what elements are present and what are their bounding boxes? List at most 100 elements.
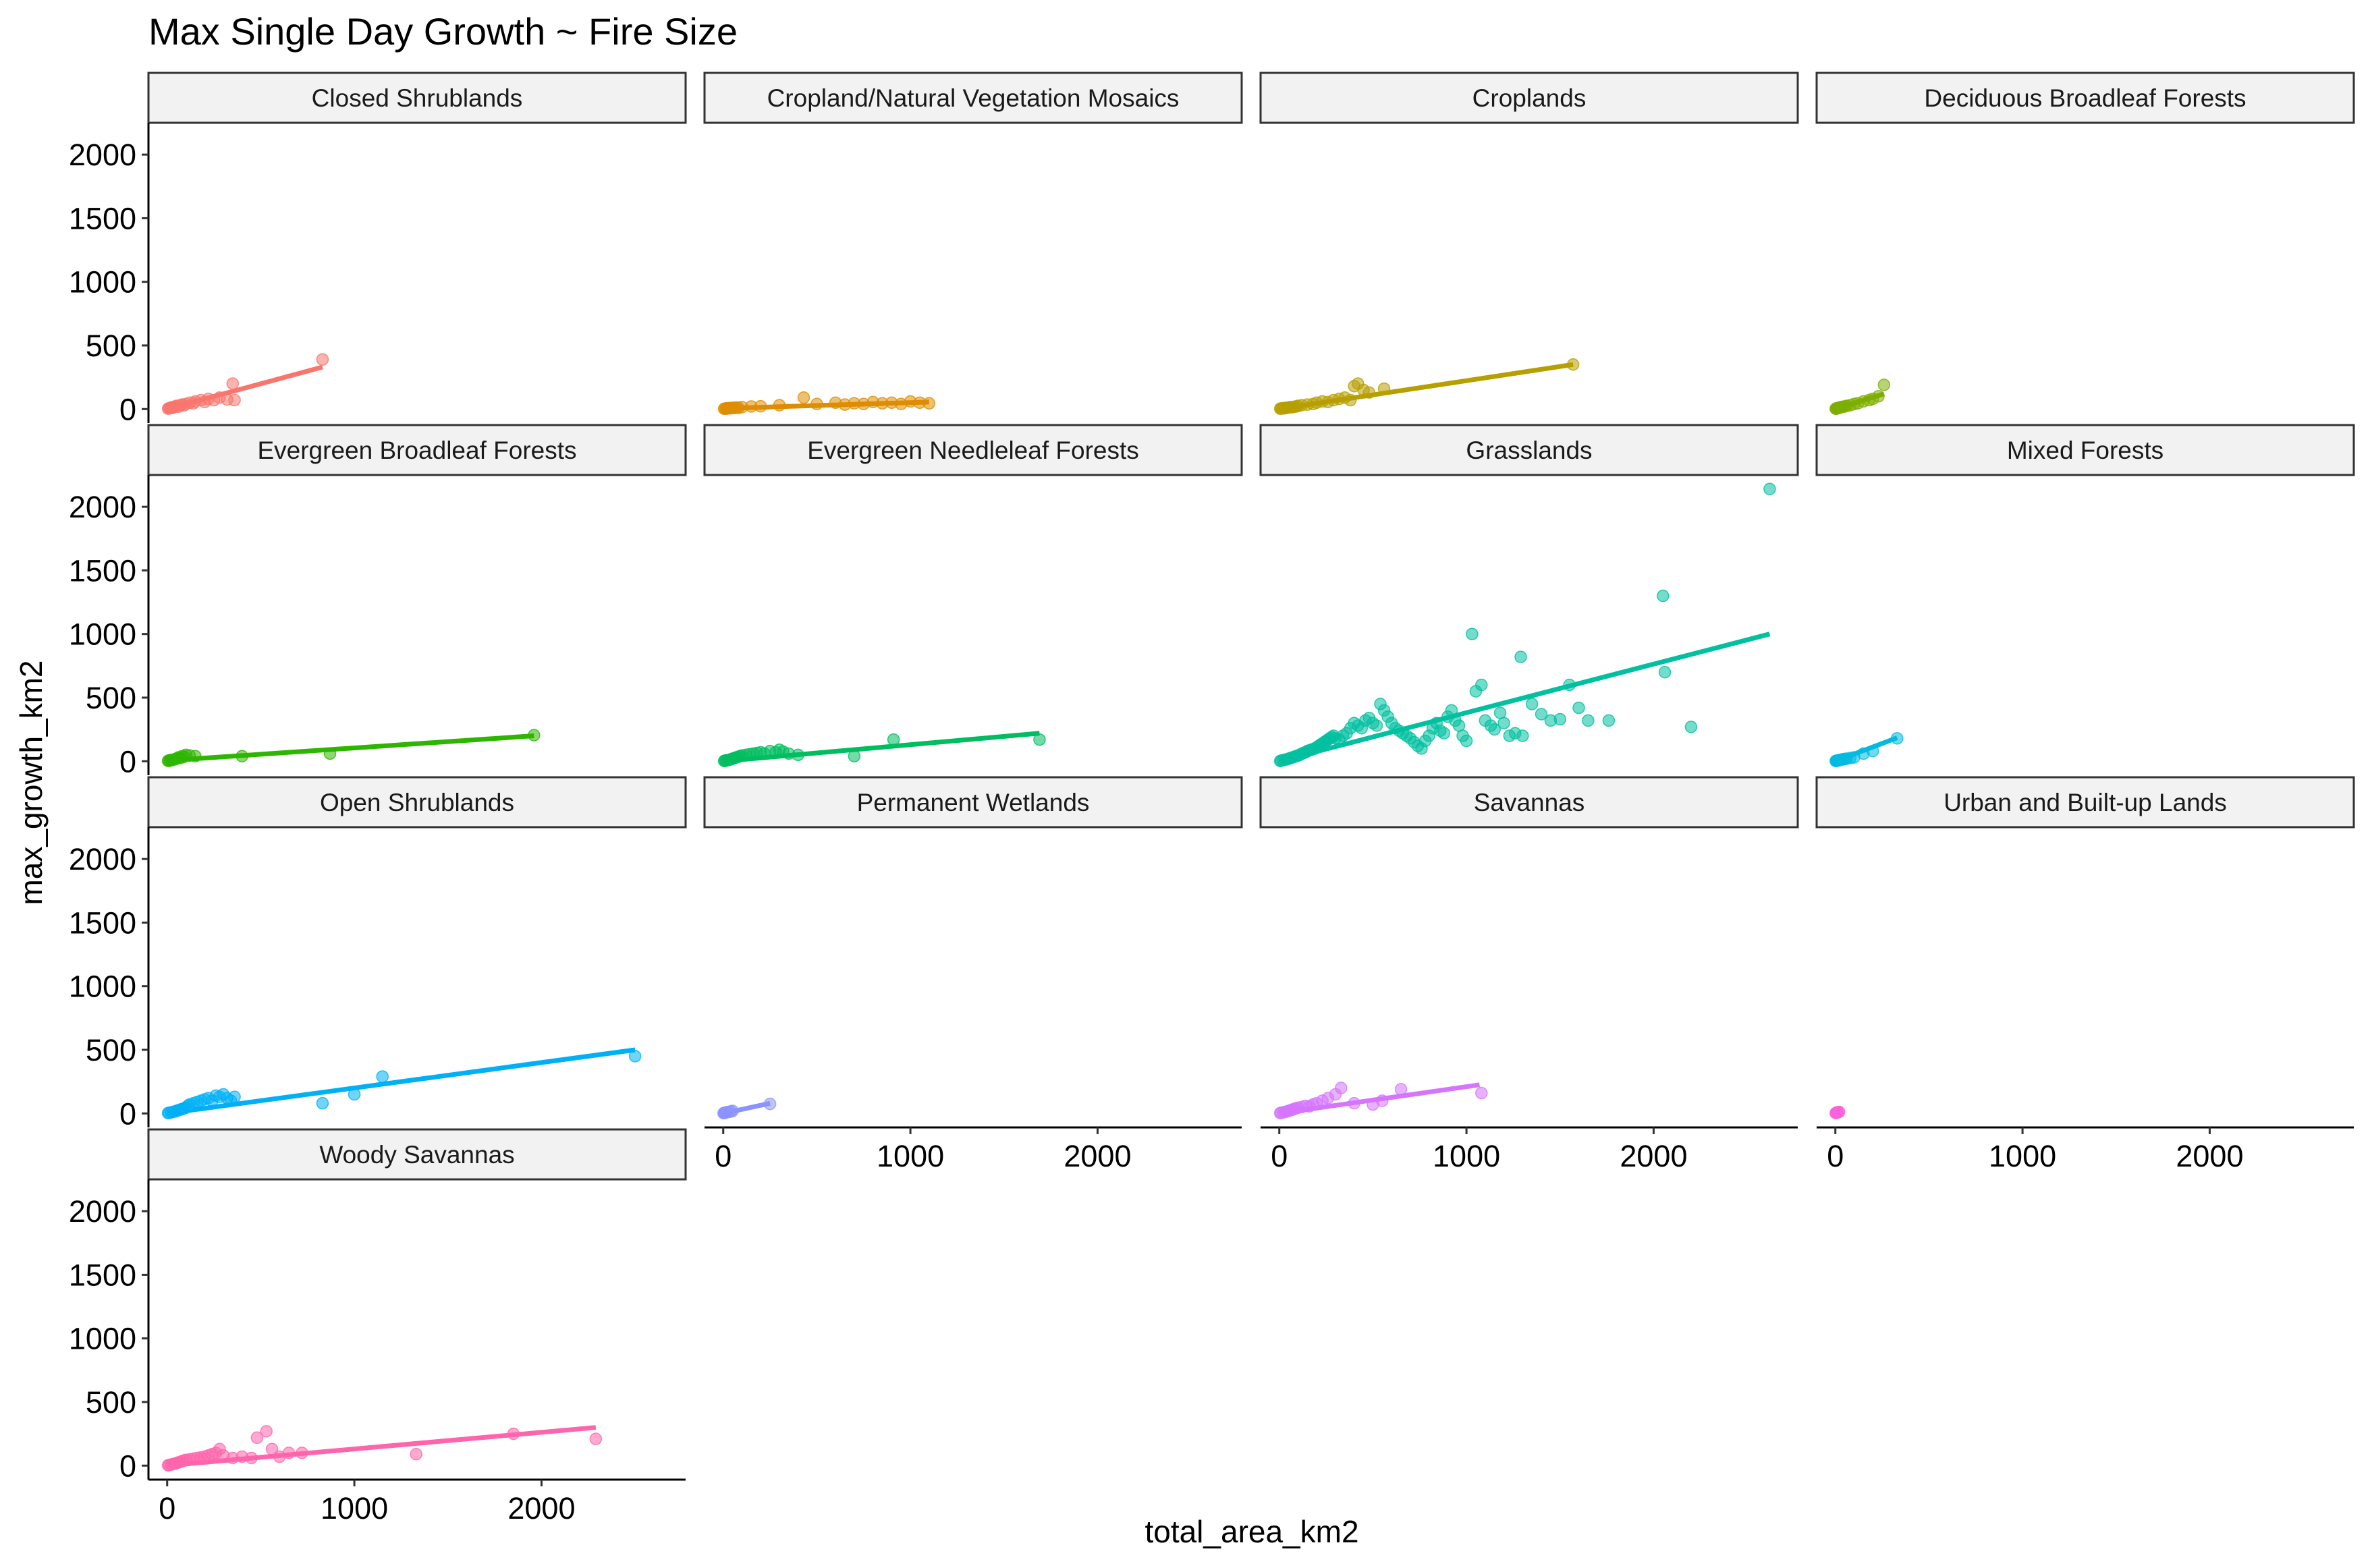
x-tick-label: 2000 xyxy=(1620,1139,1687,1173)
facet-panels: Closed Shrublands 0 500 1000 1500 2000 Croplan… xyxy=(69,72,2355,1525)
facet-panel: Mixed Forests xyxy=(1815,424,2355,768)
data-point xyxy=(316,353,329,366)
facet-strip-label: Mixed Forests xyxy=(2007,437,2164,464)
data-point xyxy=(1475,678,1488,692)
trend-line xyxy=(1835,1109,1840,1115)
x-tick-label: 0 xyxy=(1827,1139,1844,1173)
data-point xyxy=(1602,714,1616,727)
y-tick-label: 2000 xyxy=(69,842,136,876)
data-point xyxy=(1535,708,1548,721)
data-point xyxy=(260,1425,273,1438)
facet-strip-label: Open Shrublands xyxy=(320,789,514,816)
trend-line xyxy=(723,731,1040,764)
facet-strip-label: Deciduous Broadleaf Forests xyxy=(1924,84,2246,112)
y-tick-label: 0 xyxy=(119,392,136,426)
trend-line xyxy=(167,1047,636,1116)
data-point xyxy=(1657,589,1670,603)
x-tick-label: 0 xyxy=(715,1139,732,1173)
data-point xyxy=(1516,729,1529,742)
facet-panel: Evergreen Needleleaf Forests xyxy=(703,424,1243,768)
data-point xyxy=(316,1096,329,1110)
facet-strip-label: Closed Shrublands xyxy=(312,84,523,112)
trend-line xyxy=(1278,632,1771,764)
x-tick-label: 2000 xyxy=(507,1491,575,1525)
data-point xyxy=(1833,1105,1846,1119)
trend-line xyxy=(1279,1082,1480,1116)
trend-line xyxy=(722,1100,771,1116)
facet-panel: Woody Savannas 0 500 1000 1500 2000 0 1000 2000 xyxy=(69,1128,687,1525)
facet-strip xyxy=(703,776,1243,829)
trend-line xyxy=(1834,735,1898,764)
trend-line xyxy=(1279,362,1574,412)
facet-strip xyxy=(1815,72,2355,124)
data-point xyxy=(1553,712,1567,726)
data-point xyxy=(1514,650,1527,663)
y-tick-label: 0 xyxy=(119,1449,136,1483)
x-tick-label: 0 xyxy=(159,1491,175,1525)
data-point xyxy=(1525,698,1539,710)
trend-line xyxy=(1834,391,1885,412)
y-tick-label: 0 xyxy=(119,1096,136,1131)
x-tick-label: 1000 xyxy=(1433,1139,1500,1173)
trend-line xyxy=(167,733,534,763)
y-tick-label: 500 xyxy=(86,329,136,363)
y-tick-label: 500 xyxy=(86,681,136,715)
y-tick-label: 1000 xyxy=(69,617,136,652)
data-point xyxy=(1466,627,1479,640)
facet-panel: Closed Shrublands 0 500 1000 1500 2000 xyxy=(69,72,687,426)
facet-strip-label: Croplands xyxy=(1472,84,1587,112)
facet-strip xyxy=(703,72,1243,124)
facet-strip xyxy=(147,72,687,124)
data-point xyxy=(410,1448,422,1461)
x-tick-label: 0 xyxy=(1271,1139,1288,1173)
y-tick-label: 500 xyxy=(86,1033,136,1067)
data-point xyxy=(376,1070,389,1083)
data-point xyxy=(1572,701,1585,715)
data-point xyxy=(1370,719,1383,732)
data-point xyxy=(797,391,810,404)
data-point xyxy=(250,1431,264,1445)
facet-strip xyxy=(1815,776,2355,829)
y-tick-label: 2000 xyxy=(69,490,136,524)
data-point xyxy=(589,1432,603,1445)
y-tick-label: 1000 xyxy=(69,1322,136,1356)
trend-line xyxy=(166,364,323,412)
data-point xyxy=(1658,666,1672,679)
y-axis-title: max_growth_km2 xyxy=(13,660,49,905)
data-point xyxy=(226,377,240,390)
facet-strip-label: Cropland/Natural Vegetation Mosaics xyxy=(767,84,1180,112)
data-point xyxy=(228,1090,241,1103)
facet-strip-label: Evergreen Broadleaf Forests xyxy=(257,437,576,464)
facet-strip xyxy=(1259,424,1799,476)
trend-line xyxy=(723,399,929,411)
data-point xyxy=(1475,1086,1488,1100)
y-tick-label: 1000 xyxy=(69,265,136,300)
data-point xyxy=(1877,379,1891,391)
x-axis-title: total_area_km2 xyxy=(1145,1514,1358,1549)
facet-panel: Grasslands xyxy=(1259,424,1799,768)
data-point xyxy=(1684,721,1698,733)
facet-strip-label: Permanent Wetlands xyxy=(857,789,1090,816)
facet-panel: Permanent Wetlands 0 1000 2000 xyxy=(703,776,1243,1173)
facet-strip xyxy=(1815,424,2355,476)
y-tick-label: 1500 xyxy=(69,553,136,588)
y-tick-label: 1000 xyxy=(69,970,136,1004)
x-tick-label: 2000 xyxy=(1064,1139,1131,1173)
data-point xyxy=(1582,714,1595,727)
data-point xyxy=(1335,1082,1348,1094)
y-tick-label: 1500 xyxy=(69,201,136,235)
facet-panel: Cropland/Natural Vegetation Mosaics xyxy=(703,72,1243,416)
data-point xyxy=(228,393,241,407)
facet-strip-label: Evergreen Needleleaf Forests xyxy=(807,437,1139,464)
x-tick-label: 2000 xyxy=(2176,1139,2243,1173)
y-tick-label: 500 xyxy=(86,1385,136,1420)
facet-strip xyxy=(147,776,687,829)
facet-strip-label: Urban and Built-up Lands xyxy=(1944,789,2227,816)
facet-strip xyxy=(1259,72,1799,124)
y-tick-label: 0 xyxy=(119,744,136,779)
facet-strip-label: Grasslands xyxy=(1466,437,1592,464)
facet-panel: Savannas 0 1000 2000 xyxy=(1259,776,1799,1173)
y-tick-label: 2000 xyxy=(69,1194,136,1229)
x-tick-label: 1000 xyxy=(1989,1139,2056,1173)
data-point xyxy=(1497,717,1510,729)
